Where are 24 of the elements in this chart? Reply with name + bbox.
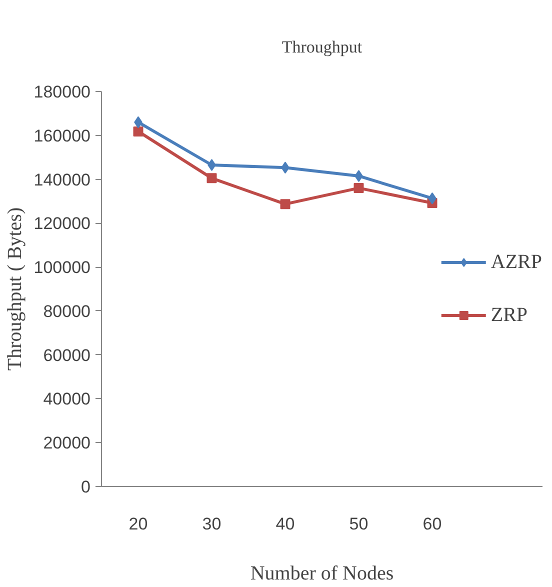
y-tick-label: 0 [81,478,91,496]
point [206,173,217,184]
y-tick-label: 140000 [34,170,91,190]
legend-label: AZRP [490,250,542,274]
y-tick-label: 100000 [34,258,91,278]
y-tick-label: 80000 [43,302,91,321]
y-tick-label: 180000 [34,82,91,102]
y-axis-title: Throughput ( Bytes) [4,207,26,371]
y-tick-label: 40000 [43,390,91,409]
x-axis-title: Number of Nodes [250,562,394,584]
x-tick-label: 50 [349,514,368,534]
point [133,126,144,136]
y-tick-label: 20000 [43,434,91,453]
x-tick-label: 30 [202,514,222,534]
legend-label: ZRP [490,304,528,326]
y-tick-label: 160000 [34,126,91,146]
x-tick-label: 20 [128,514,148,534]
chart-title: Throughput [282,38,362,56]
x-tick-label: 60 [422,514,442,534]
y-tick-label: 120000 [34,214,91,234]
point [354,183,364,194]
point [280,199,290,210]
y-tick-label: 60000 [43,346,91,365]
x-tick-label: 40 [276,514,295,534]
